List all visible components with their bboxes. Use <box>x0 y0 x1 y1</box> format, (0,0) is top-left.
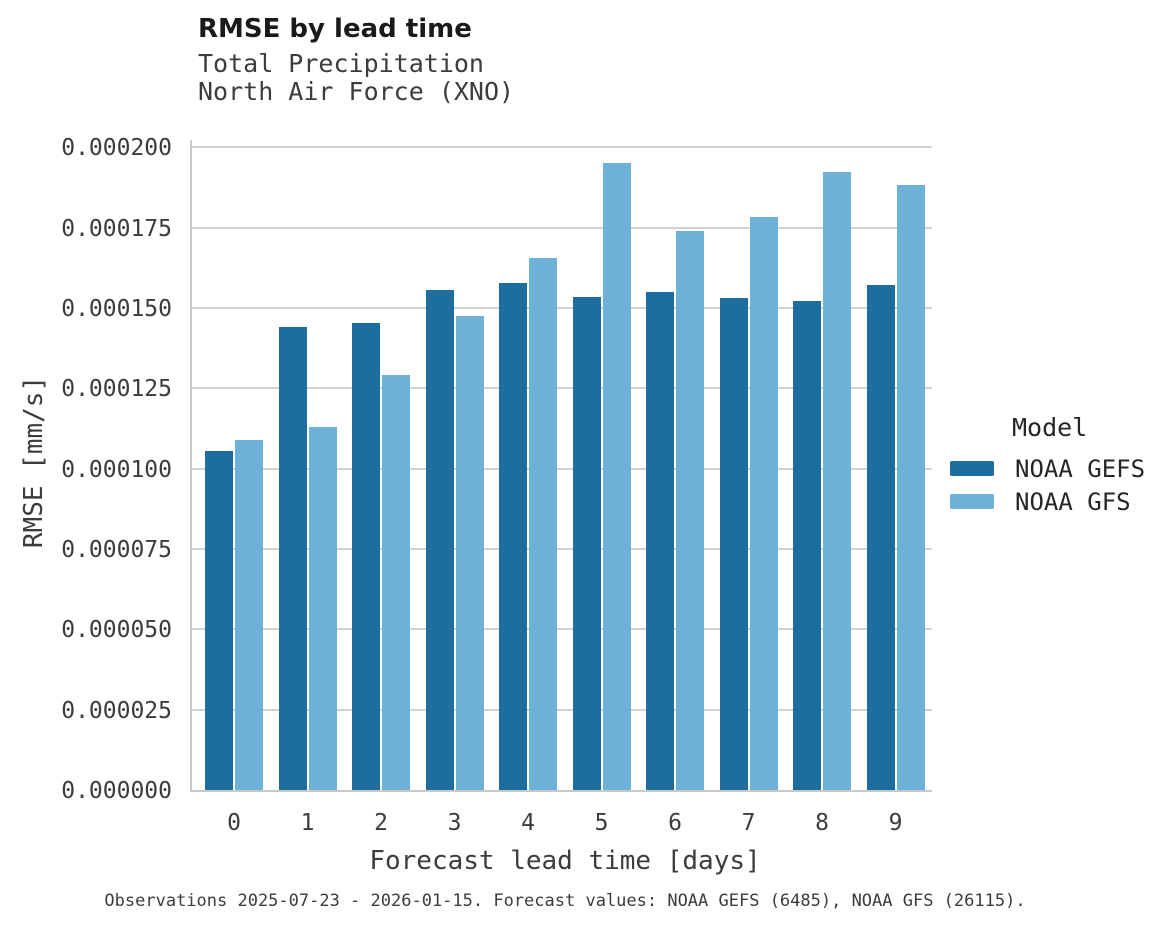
y-tick-label: 0.000025 <box>61 697 172 724</box>
legend-items: NOAA GEFS NOAA GFS <box>950 452 1145 518</box>
bar-noaa-gfs-day-0 <box>235 439 263 790</box>
bar-noaa-gefs-day-5 <box>572 296 601 790</box>
x-tick-label-6: 6 <box>668 810 682 836</box>
bar-noaa-gfs-day-8 <box>823 171 851 790</box>
x-tick-label-3: 3 <box>447 810 462 836</box>
x-axis-label: Forecast lead time [days] <box>369 846 761 876</box>
gridline-0.000150 <box>192 307 932 310</box>
y-tick-label: 0.000150 <box>61 296 172 323</box>
legend: Model NOAA GEFS NOAA GFS <box>950 413 1145 518</box>
chart-subtitle-variable: Total Precipitation <box>198 48 484 78</box>
y-tick-label: 0.000050 <box>61 617 172 644</box>
bar-noaa-gfs-day-3 <box>455 316 484 790</box>
bar-noaa-gefs-day-1 <box>278 327 307 790</box>
gridline-0.000025 <box>192 708 932 711</box>
chart-title: RMSE by lead time <box>198 14 472 44</box>
bar-noaa-gefs-day-4 <box>499 283 527 790</box>
legend-label: NOAA GFS <box>1015 487 1131 516</box>
x-tick-label-7: 7 <box>741 810 756 836</box>
gridline-0.000050 <box>192 628 932 631</box>
bar-noaa-gfs-day-9 <box>896 184 925 790</box>
x-tick-label-8: 8 <box>815 810 829 836</box>
gridline-0.000200 <box>192 146 932 149</box>
x-tick-label-9: 9 <box>888 810 903 836</box>
y-tick-label: 0.000200 <box>61 135 172 162</box>
legend-swatch-icon <box>950 494 994 509</box>
x-tick-label-1: 1 <box>300 810 315 836</box>
bar-noaa-gefs-day-2 <box>352 322 380 790</box>
legend-label: NOAA GEFS <box>1015 454 1146 483</box>
bar-noaa-gfs-day-1 <box>308 426 337 790</box>
y-tick-label: 0.000000 <box>61 778 172 804</box>
bar-noaa-gefs-day-7 <box>719 297 748 790</box>
x-tick-label-5: 5 <box>594 810 609 836</box>
y-tick-label: 0.000100 <box>61 456 172 483</box>
bar-noaa-gfs-day-7 <box>749 217 778 790</box>
bar-noaa-gfs-day-5 <box>602 163 631 790</box>
gridline-0.000075 <box>192 548 932 551</box>
x-tick-label-4: 4 <box>521 810 535 836</box>
gridline-0.000100 <box>192 467 932 470</box>
bar-noaa-gefs-day-8 <box>793 301 821 790</box>
legend-title: Model <box>1012 413 1088 442</box>
legend-item-noaa-gfs: NOAA GFS <box>950 485 1145 518</box>
plot-area <box>190 140 932 792</box>
bar-noaa-gefs-day-6 <box>646 291 674 790</box>
bar-noaa-gefs-day-3 <box>425 290 454 790</box>
gridline-0.000125 <box>192 387 932 390</box>
x-tick-label-0: 0 <box>227 810 241 836</box>
bar-noaa-gfs-day-2 <box>382 374 410 790</box>
chart-header: RMSE by lead time Total Precipitation No… <box>198 14 515 106</box>
x-tick-label-2: 2 <box>374 810 388 836</box>
legend-swatch-icon <box>950 461 994 476</box>
gridline-0.000175 <box>192 226 932 229</box>
bar-noaa-gefs-day-9 <box>866 284 895 790</box>
caption: Observations 2025-07-23 - 2026-01-15. Fo… <box>104 891 1026 911</box>
y-tick-label: 0.000075 <box>61 537 172 564</box>
bar-noaa-gfs-day-4 <box>529 257 557 790</box>
bar-noaa-gefs-day-0 <box>205 451 233 790</box>
y-tick-label: 0.000125 <box>61 376 172 403</box>
legend-item-noaa-gefs: NOAA GEFS <box>950 452 1145 485</box>
y-tick-label: 0.000175 <box>61 215 172 242</box>
bar-noaa-gfs-day-6 <box>676 230 704 790</box>
chart-subtitle-station: North Air Force (XNO) <box>198 76 515 106</box>
